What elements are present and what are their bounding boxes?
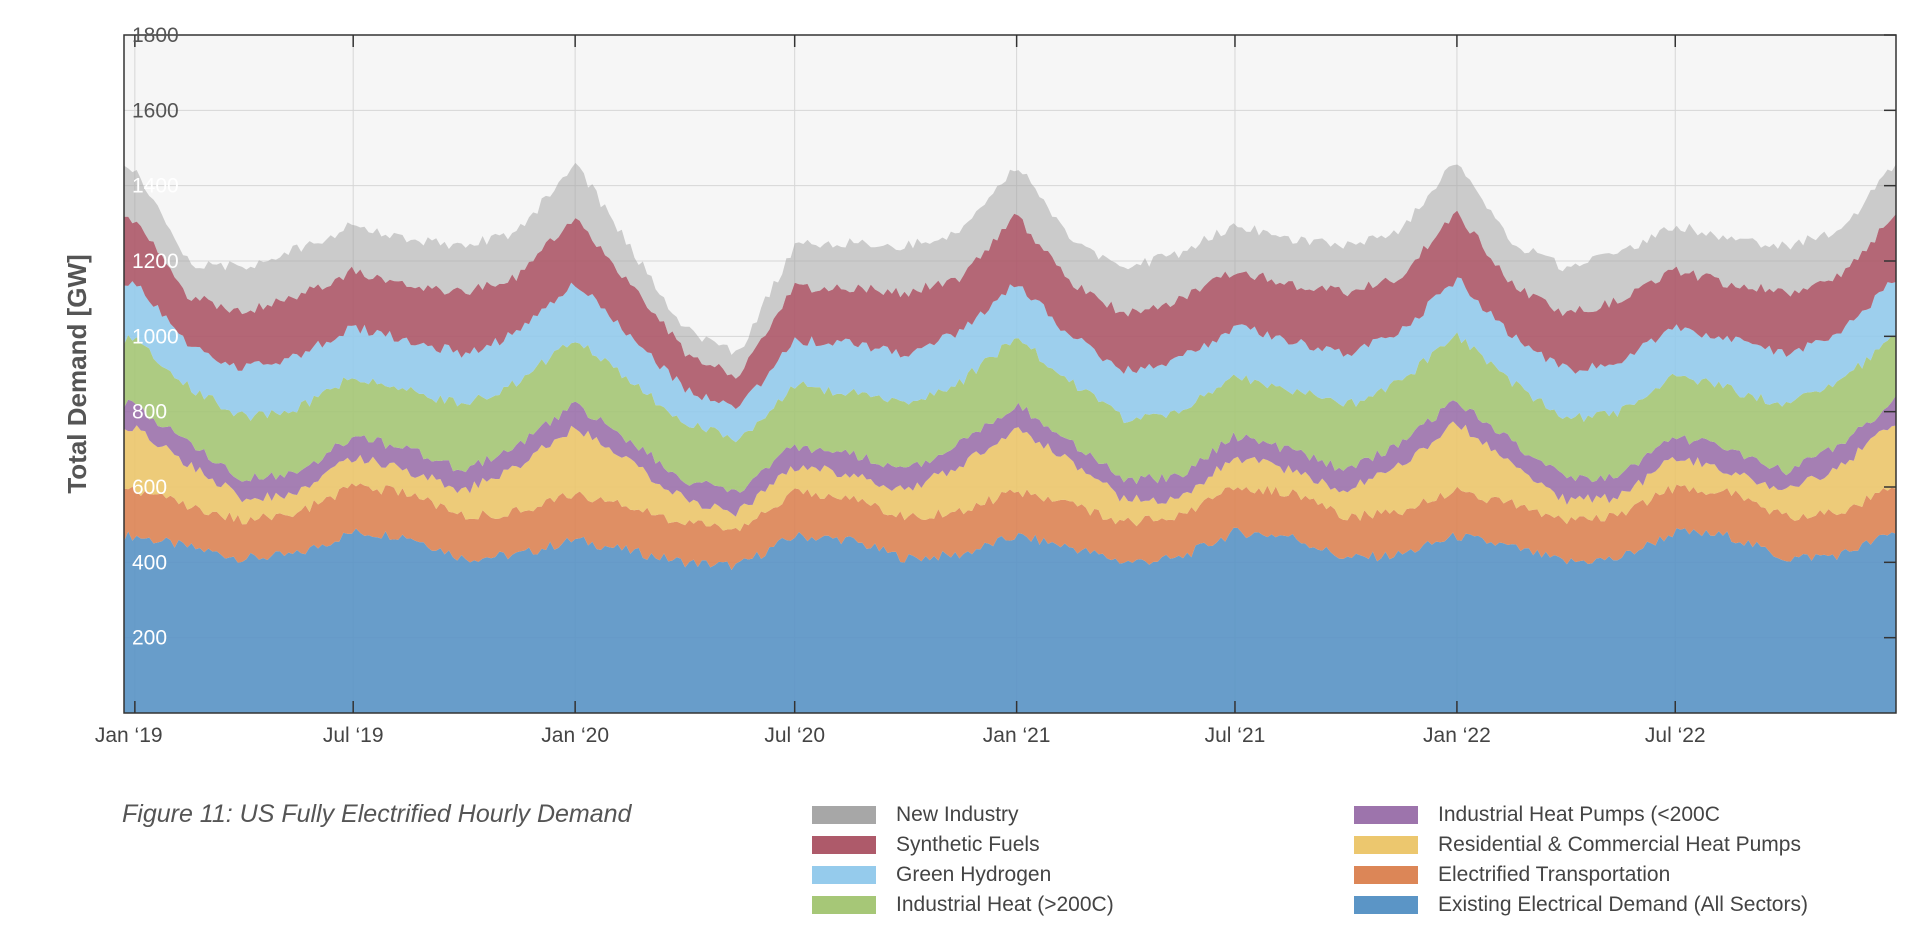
legend-swatch [812,866,876,884]
legend-left: New Industry Synthetic Fuels Green Hydro… [812,800,1114,920]
legend-right: Industrial Heat Pumps (<200C Residential… [1354,800,1808,920]
y-tick-label: 1400 [132,175,179,198]
stacked-areas [124,162,1896,713]
legend-label: Synthetic Fuels [896,833,1040,856]
area-series [124,332,1896,493]
legend-item: New Industry [812,800,1114,830]
legend-label: New Industry [896,803,1019,826]
area-series [124,395,1896,517]
x-tick-label: Jul ‘19 [323,724,384,747]
legend-swatch [1354,806,1418,824]
legend-swatch [812,806,876,824]
area-series [124,483,1896,570]
plot-frame [123,34,1897,714]
y-tick-label: 800 [132,401,167,424]
y-tick-label: 1600 [132,99,179,122]
y-tick-label: 400 [132,551,167,574]
legend-label: Green Hydrogen [896,863,1052,886]
y-tick-label: 200 [132,627,167,650]
legend-swatch [1354,836,1418,854]
legend-swatch [1354,866,1418,884]
x-tick-label: Jul ‘22 [1645,724,1706,747]
legend-item: Electrified Transportation [1354,860,1808,890]
y-axis: 200 400 600 800 1000 1200 1400 1600 1800 Total De… [62,24,179,650]
legend-label: Industrial Heat Pumps (<200C [1438,803,1720,826]
x-tick-label: Jan ‘19 [95,724,163,747]
x-tick-label: Jan ‘21 [983,724,1051,747]
figure-caption: Figure 11: US Fully Electrified Hourly D… [122,800,632,828]
legend-item: Existing Electrical Demand (All Sectors) [1354,890,1808,920]
x-tick-label: Jan ‘22 [1423,724,1491,747]
area-series [124,162,1896,379]
x-tick-label: Jul ‘20 [764,724,825,747]
legend-label: Residential & Commercial Heat Pumps [1438,833,1801,856]
legend-item: Industrial Heat Pumps (<200C [1354,800,1808,830]
y-tick-label: 600 [132,476,167,499]
x-tick-label: Jul ‘21 [1205,724,1266,747]
area-series [124,421,1896,532]
area-series [124,277,1896,443]
legend-swatch [812,896,876,914]
legend-item: Residential & Commercial Heat Pumps [1354,830,1808,860]
x-tick-label: Jan ‘20 [541,724,609,747]
y-tick-label: 1800 [132,24,179,47]
area-series [124,210,1896,409]
legend-swatch [812,836,876,854]
y-tick-label: 1000 [132,325,179,348]
legend-swatch [1354,896,1418,914]
y-axis-title: Total Demand [GW] [62,254,92,493]
legend-label: Existing Electrical Demand (All Sectors) [1438,893,1808,916]
area-series [124,527,1896,713]
legend-item: Synthetic Fuels [812,830,1114,860]
ticks [134,34,1896,713]
legend-label: Industrial Heat (>200C) [896,893,1114,916]
legend-item: Industrial Heat (>200C) [812,890,1114,920]
chart: 200 400 600 800 1000 1200 1400 1600 1800 Total De… [62,24,1897,747]
x-axis: Jan ‘19 Jul ‘19 Jan ‘20 Jul ‘20 Jan ‘21 Jul ‘… [95,724,1706,747]
y-tick-label: 1200 [132,250,179,273]
legend-item: Green Hydrogen [812,860,1114,890]
legend-label: Electrified Transportation [1438,863,1671,886]
